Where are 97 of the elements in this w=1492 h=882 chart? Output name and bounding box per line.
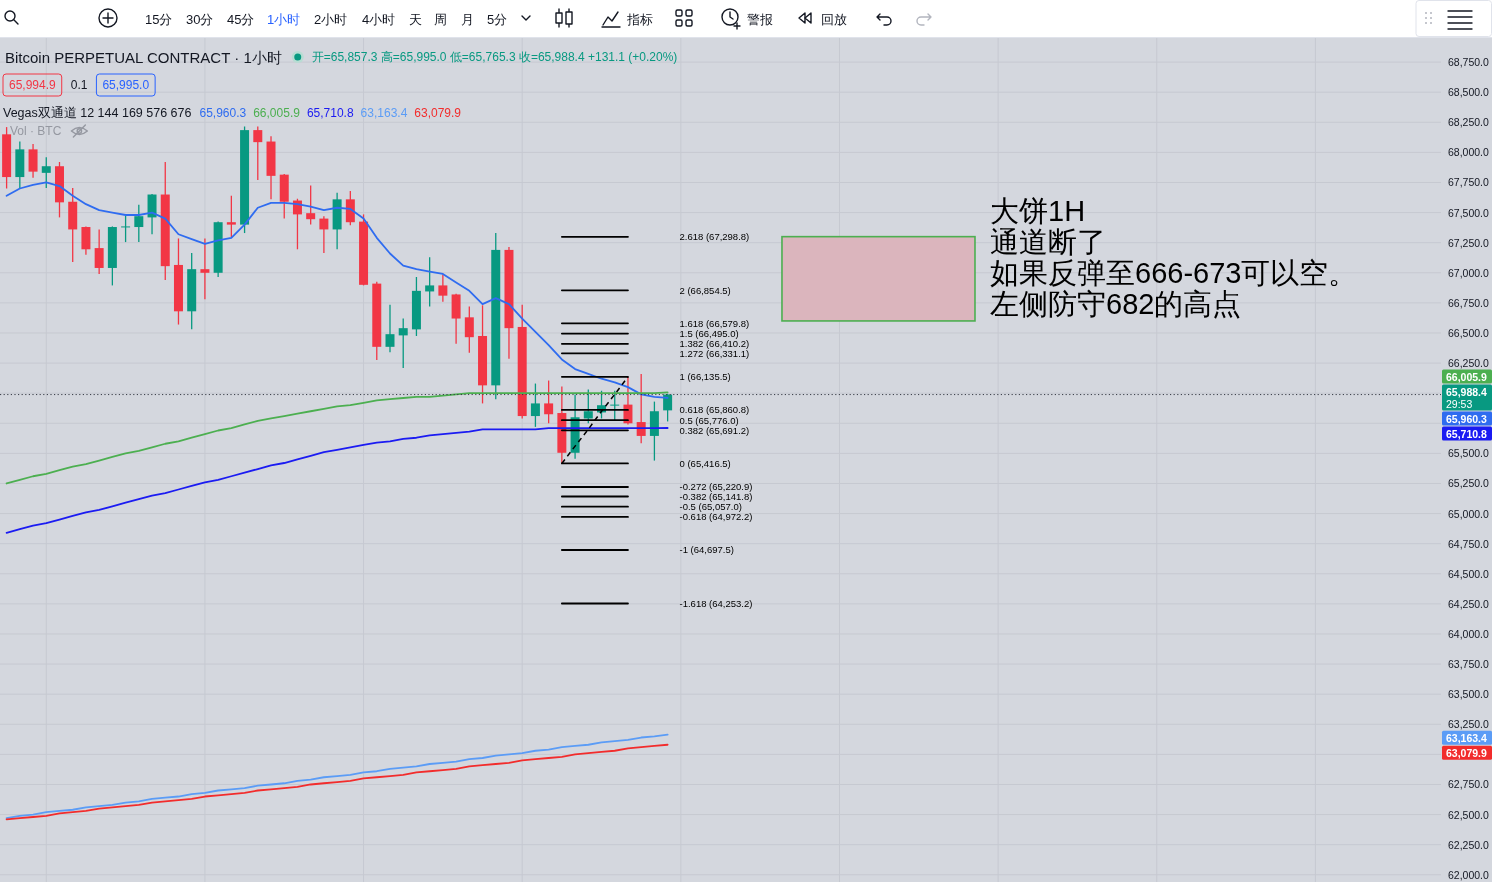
- y-tick-label: 67,000.0: [1448, 266, 1490, 279]
- annotation: 如果反弹至666-673可以空。: [990, 257, 1358, 289]
- y-tick-label: 65,000.0: [1448, 507, 1490, 520]
- text: 指标: [626, 11, 653, 27]
- y-tick-label: 66,500.0: [1448, 326, 1490, 339]
- text: 天: [409, 11, 422, 27]
- candlestick: [544, 379, 554, 424]
- text: 2 (66,854.5): [679, 284, 731, 296]
- candlestick: [200, 237, 210, 300]
- candlestick: [583, 388, 593, 424]
- y-tick-label: 63,500.0: [1448, 688, 1490, 701]
- text: 开=65,857.3 高=65,995.0 低=65,765.3 收=65,988.4 +131.1 (+0.20%): [311, 50, 678, 64]
- annotation: 65,995.0: [102, 78, 150, 92]
- text: 15分: [145, 11, 173, 27]
- text: -0.5 (65,057.0): [679, 501, 742, 513]
- candlestick: [530, 382, 540, 428]
- candlestick: [319, 215, 329, 254]
- y-tick-label: 67,500.0: [1448, 206, 1490, 219]
- candlestick: [610, 390, 620, 421]
- y-tick-label: 65,250.0: [1448, 477, 1490, 490]
- y-tick-label: 67,250.0: [1448, 236, 1490, 249]
- y-tick-label: 68,250.0: [1448, 116, 1490, 129]
- text: Bitcoin PERPETUAL CONTRACT · 1小时: [5, 48, 282, 66]
- text: -0.382 (65,141.8): [679, 491, 753, 503]
- text: 5分: [487, 11, 508, 27]
- y-tick-label: 64,250.0: [1448, 597, 1490, 610]
- text: 63,079.9: [1446, 746, 1488, 759]
- text: 2小时: [314, 11, 348, 27]
- candlestick: [81, 225, 91, 256]
- annotation: 63,163.4: [360, 106, 408, 120]
- annotation: 65,994.9: [9, 78, 57, 92]
- candlestick: [134, 204, 144, 243]
- y-tick-label: 65,500.0: [1448, 447, 1490, 460]
- y-tick-label: 62,250.0: [1448, 838, 1490, 851]
- text: 回放: [821, 11, 847, 27]
- annotation: Vol · BTC: [10, 124, 62, 138]
- text: 66,005.9: [1446, 370, 1488, 383]
- annotation: 65,710.8: [306, 106, 354, 120]
- y-tick-label: 67,750.0: [1448, 176, 1490, 189]
- y-tick-label: 68,000.0: [1448, 146, 1490, 159]
- y-tick-label: 68,500.0: [1448, 86, 1490, 99]
- text: 29:53: [1446, 397, 1473, 410]
- text: -0.272 (65,220.9): [679, 481, 753, 493]
- annotation: 65,960.3: [199, 106, 247, 120]
- text: 1.618 (66,579.8): [679, 317, 750, 329]
- text: 0.5 (65,776.0): [679, 414, 739, 426]
- candlestick: [94, 228, 104, 275]
- candlestick: [28, 143, 38, 179]
- candlestick: [226, 195, 236, 238]
- text: -1 (64,697.5): [679, 544, 734, 556]
- y-tick-label: 62,500.0: [1448, 808, 1490, 821]
- y-tick-label: 68,750.0: [1448, 56, 1490, 69]
- candlestick: [385, 304, 395, 353]
- text: 45分: [227, 11, 255, 27]
- annotation: Vegas双通道 12 144 169 576 676: [3, 106, 192, 120]
- candlestick: [425, 256, 435, 308]
- text: 1.5 (66,495.0): [679, 328, 739, 340]
- text: 1小时: [267, 11, 301, 27]
- text: 2.618 (67,298.8): [679, 231, 750, 243]
- candlestick: [438, 273, 448, 303]
- candlestick: [253, 125, 263, 181]
- text: 1.382 (66,410.2): [679, 338, 750, 350]
- text: -0.618 (64,972.2): [679, 511, 753, 523]
- annotation: 63,079.9: [414, 106, 462, 120]
- y-tick-label: 63,250.0: [1448, 718, 1490, 731]
- annotation: 66,005.9: [253, 106, 301, 120]
- annotation: 0.1: [70, 78, 88, 92]
- text: 0.618 (65,860.8): [679, 404, 750, 416]
- text: 4小时: [362, 11, 396, 27]
- text: 65,960.3: [1446, 412, 1488, 425]
- candlestick: [121, 214, 131, 243]
- y-tick-label: 66,750.0: [1448, 296, 1490, 309]
- text: 30分: [186, 11, 214, 27]
- text: 1 (66,135.5): [679, 371, 731, 383]
- annotation: 左侧防守682的高点: [990, 288, 1242, 320]
- y-tick-label: 64,750.0: [1448, 537, 1490, 550]
- text: 周: [434, 11, 447, 27]
- candlestick: [464, 305, 474, 354]
- text: -1.618 (64,253.2): [679, 597, 753, 609]
- candlestick: [345, 190, 355, 226]
- y-tick-label: 62,000.0: [1448, 868, 1490, 881]
- text: 65,710.8: [1446, 427, 1488, 440]
- candlestick: [306, 184, 316, 226]
- candlestick: [41, 156, 51, 189]
- annotation: 大饼1H: [990, 195, 1086, 227]
- ref-line-label: 65,988.4: [1446, 385, 1488, 398]
- y-tick-label: 66,250.0: [1448, 357, 1490, 370]
- y-tick-label: 64,500.0: [1448, 567, 1490, 580]
- text: 月: [461, 11, 474, 27]
- y-tick-label: 62,750.0: [1448, 778, 1490, 791]
- text: 警报: [747, 11, 773, 27]
- text: 63,163.4: [1446, 731, 1488, 744]
- candlestick: [398, 317, 408, 369]
- annotation: 通道断了: [990, 226, 1106, 258]
- y-tick-label: 64,000.0: [1448, 627, 1490, 640]
- y-tick-label: 63,750.0: [1448, 658, 1490, 671]
- text: 0 (65,416.5): [679, 457, 731, 469]
